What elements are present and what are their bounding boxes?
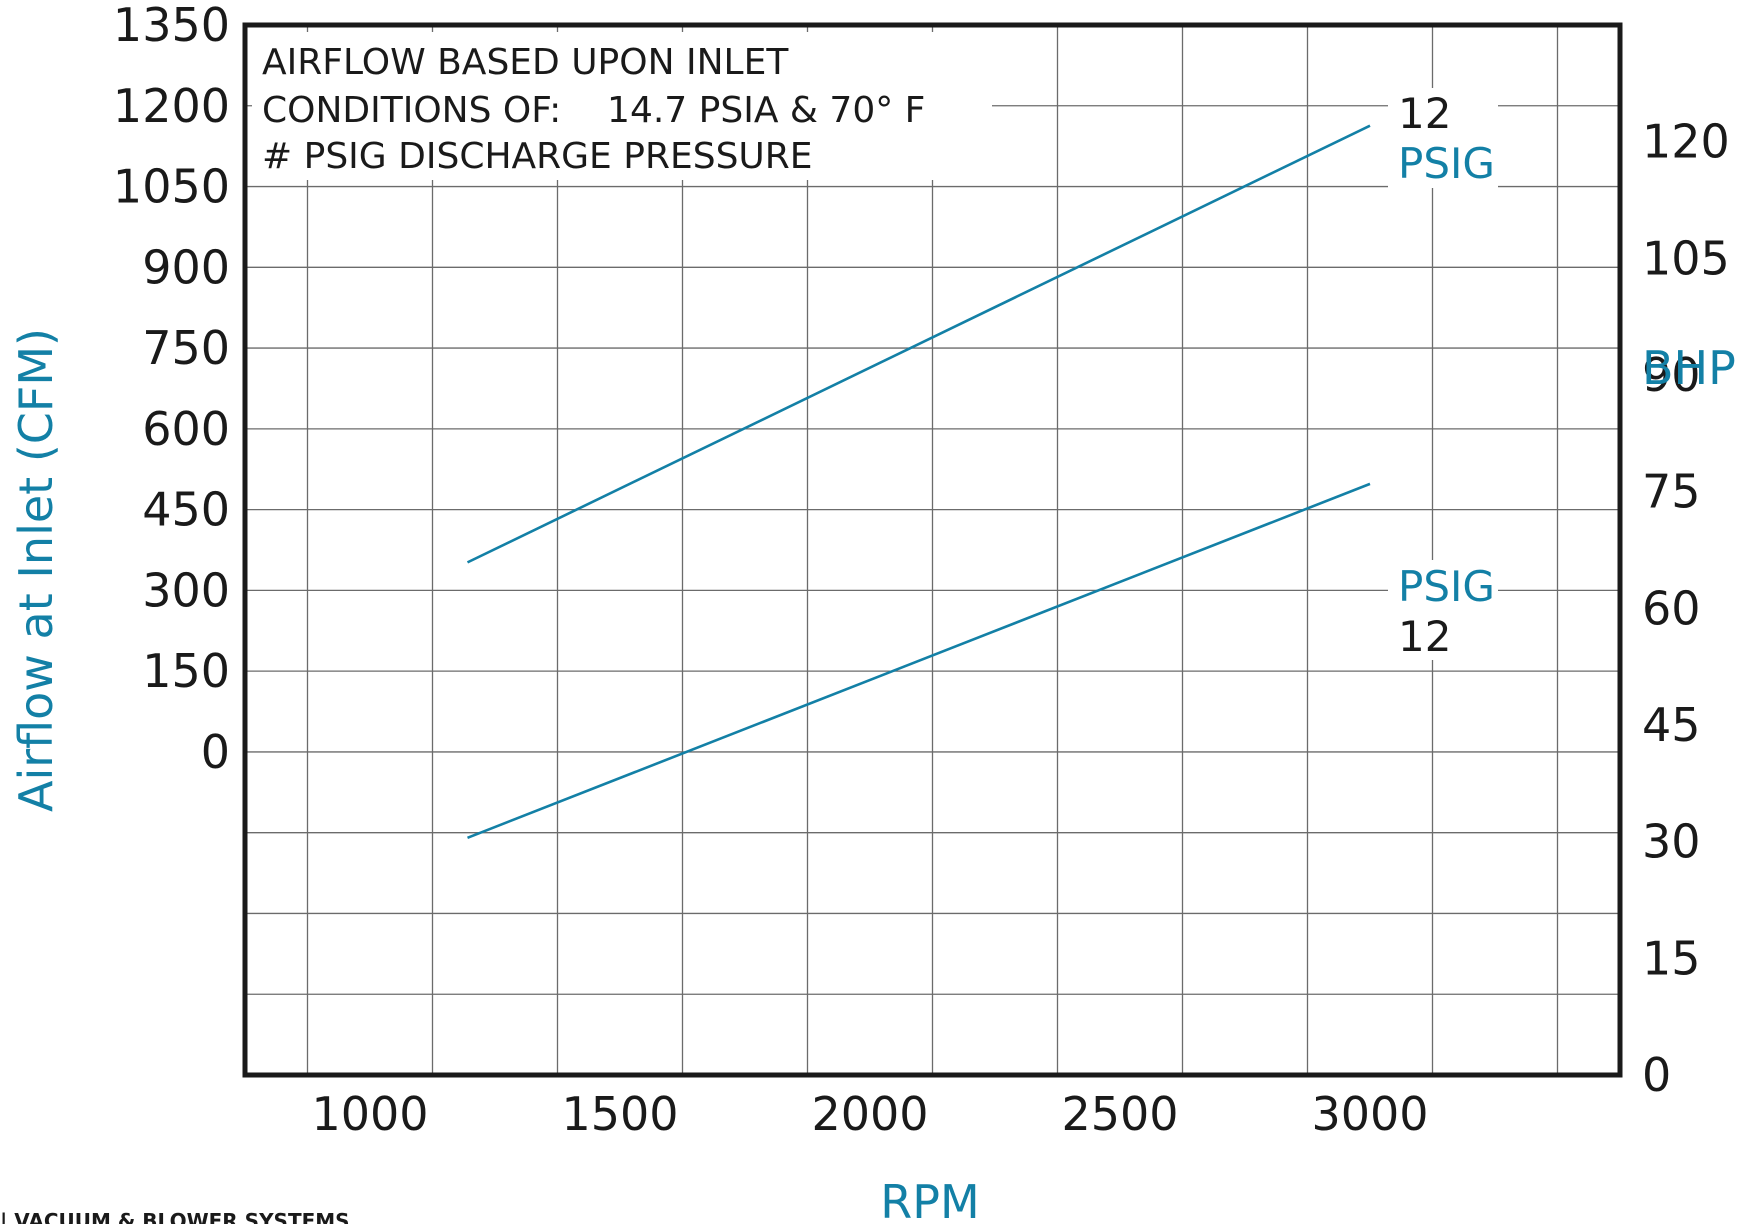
plot-frame — [242, 22, 1623, 1078]
x-tick-label: 1500 — [561, 1087, 678, 1141]
y-tick-label: 750 — [142, 321, 230, 375]
y2-tick-label: 75 — [1642, 465, 1701, 519]
x-tick-label: 1000 — [311, 1087, 428, 1141]
note-line-3: # PSIG DISCHARGE PRESSURE — [262, 136, 813, 177]
lower-series-label-unit: PSIG — [1398, 562, 1495, 611]
y2-tick-label: 90 — [1642, 348, 1701, 402]
x-axis-title: RPM — [880, 1175, 979, 1224]
lower-label-background — [1388, 560, 1498, 660]
series-layer — [466, 124, 1371, 839]
y-tick-label: 450 — [142, 483, 230, 537]
y2-tick-label: 30 — [1642, 815, 1701, 869]
note-line-2: CONDITIONS OF: 14.7 PSIA & 70° F — [262, 90, 925, 131]
right-axis-title: BHP — [1642, 341, 1736, 395]
y2-tick-label: 105 — [1642, 231, 1730, 285]
y-tick-label: 1050 — [113, 160, 230, 214]
y-tick-label: 1200 — [113, 79, 230, 133]
y-tick-label: 900 — [142, 240, 230, 294]
note-box-background — [252, 32, 992, 180]
x-axis-ticks: 1000 1500 2000 2500 3000 — [311, 1087, 1428, 1141]
x-tick-label: 2500 — [1061, 1087, 1178, 1141]
note-line-1: AIRFLOW BASED UPON INLET — [262, 42, 789, 83]
y2-tick-label: 60 — [1642, 581, 1701, 635]
y-tick-label: 0 — [201, 725, 230, 779]
right-axis-ticks: 0 15 30 45 60 75 90 105 120 — [1642, 115, 1730, 1102]
lower-series-label-number: 12 — [1398, 612, 1451, 661]
y2-tick-label: 120 — [1642, 115, 1730, 169]
y-tick-label: 150 — [142, 644, 230, 698]
y-tick-label: 300 — [142, 563, 230, 617]
upper-label-background — [1388, 88, 1498, 188]
x-tick-label: 3000 — [1311, 1087, 1428, 1141]
left-axis-title: Airflow at Inlet (CFM) — [9, 328, 63, 812]
x-tick-label: 2000 — [811, 1087, 928, 1141]
footer-text: | VACUUM & BLOWER SYSTEMS — [0, 1209, 350, 1224]
series-line-cfm — [466, 124, 1371, 564]
y2-tick-label: 45 — [1642, 698, 1701, 752]
y-tick-label: 600 — [142, 402, 230, 456]
left-axis-ticks: 0 150 300 450 600 750 900 1050 1200 1350 — [113, 0, 230, 779]
upper-series-label-unit: PSIG — [1398, 139, 1495, 188]
series-line-bhp — [467, 482, 1371, 839]
y2-tick-label: 15 — [1642, 931, 1701, 985]
y2-tick-label: 0 — [1642, 1048, 1671, 1102]
y-tick-label: 1350 — [113, 0, 230, 52]
upper-series-label-number: 12 — [1398, 89, 1451, 138]
